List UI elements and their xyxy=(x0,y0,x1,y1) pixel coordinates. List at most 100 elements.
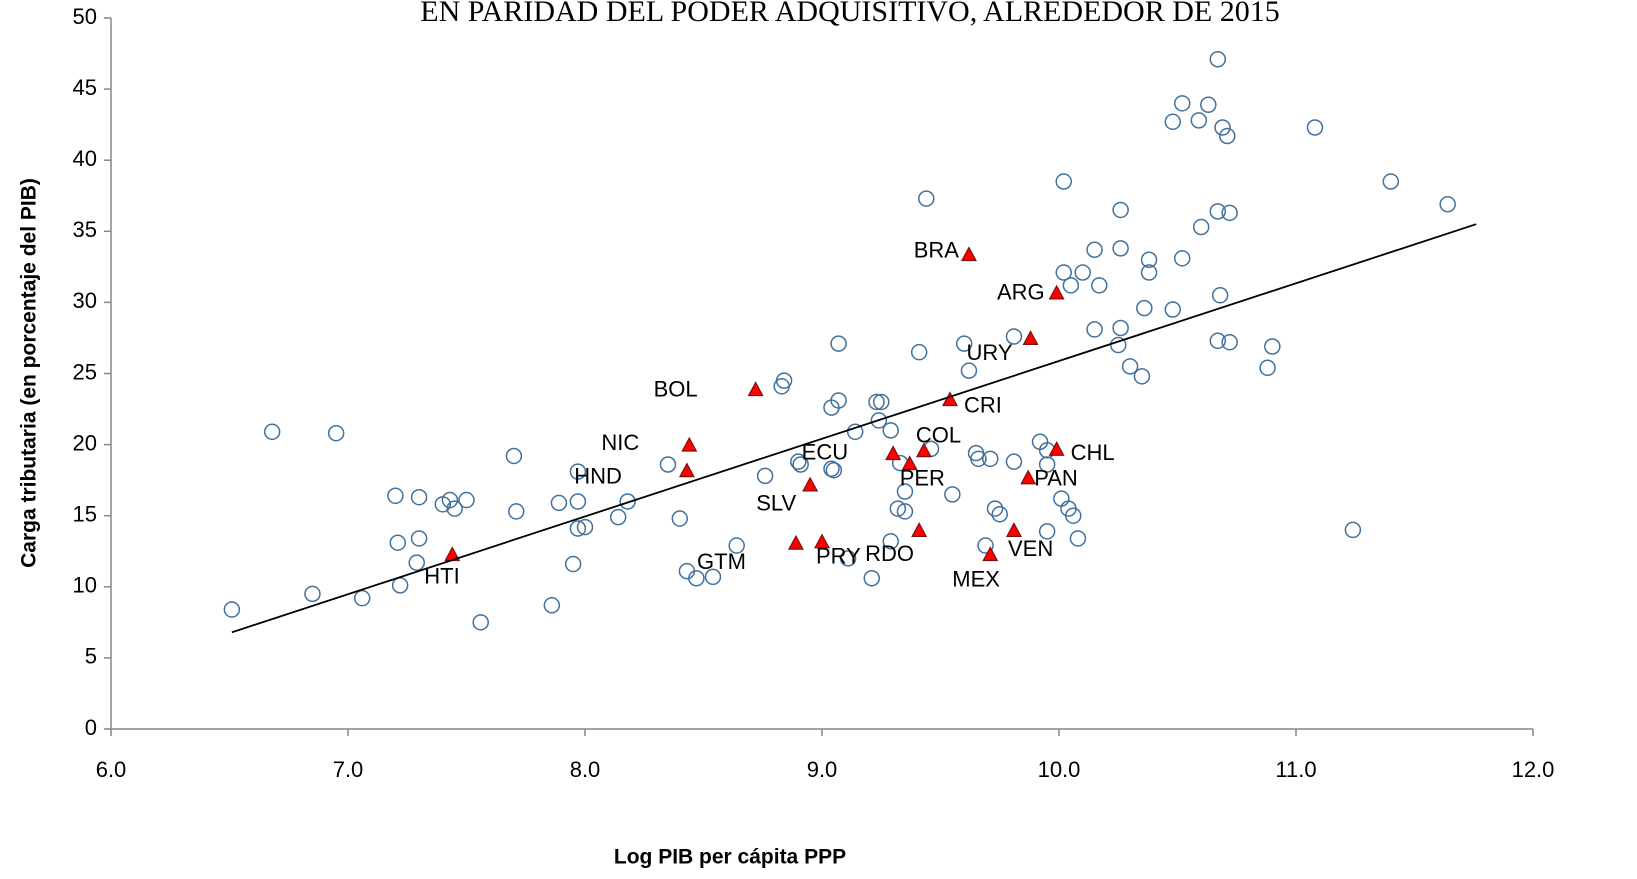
point xyxy=(1133,368,1151,385)
point xyxy=(910,343,928,361)
point xyxy=(1074,264,1091,281)
point xyxy=(1209,203,1227,220)
point xyxy=(1069,530,1087,547)
point-label: ARG xyxy=(997,280,1045,305)
point xyxy=(353,589,371,607)
point-label: BRA xyxy=(914,237,960,262)
point xyxy=(1306,119,1324,136)
point-label: CRI xyxy=(964,392,1002,417)
x-tick-label: 6.0 xyxy=(96,757,127,782)
point xyxy=(986,500,1004,517)
x-axis-title: Log PIB per cápita PPP xyxy=(614,846,846,869)
point xyxy=(1173,250,1191,267)
point xyxy=(389,534,407,551)
point xyxy=(868,393,885,411)
point xyxy=(1200,96,1217,113)
point xyxy=(543,597,561,614)
point xyxy=(775,372,793,389)
point-label: URY xyxy=(966,340,1012,365)
point xyxy=(569,463,587,480)
point xyxy=(1062,277,1080,294)
point xyxy=(550,494,568,512)
point xyxy=(1091,277,1108,294)
point xyxy=(830,335,847,352)
point xyxy=(304,585,321,603)
point xyxy=(982,450,999,468)
point xyxy=(792,456,809,473)
point xyxy=(787,534,804,550)
point xyxy=(882,533,899,550)
point xyxy=(391,577,409,594)
y-tick-label: 20 xyxy=(73,430,97,455)
point xyxy=(1005,328,1023,345)
y-tick-label: 10 xyxy=(73,573,97,598)
point xyxy=(1048,284,1065,300)
point xyxy=(678,562,696,580)
point xyxy=(1264,338,1281,355)
y-tick-label: 35 xyxy=(73,217,97,242)
y-tick-label: 30 xyxy=(73,288,97,313)
point xyxy=(576,518,594,536)
point xyxy=(1173,95,1191,112)
point xyxy=(870,412,888,429)
point xyxy=(1005,453,1023,470)
trend-line xyxy=(231,223,1477,634)
point-label: RDO xyxy=(865,541,914,566)
point xyxy=(1219,127,1236,145)
point xyxy=(1038,523,1056,540)
point xyxy=(1110,336,1127,354)
point xyxy=(472,614,489,631)
point-label: GTM xyxy=(697,549,746,574)
point xyxy=(960,246,977,262)
point xyxy=(955,335,973,352)
point xyxy=(941,391,958,407)
point xyxy=(1221,204,1238,222)
point xyxy=(830,392,847,409)
point xyxy=(263,423,281,441)
point xyxy=(678,462,695,478)
point xyxy=(863,570,881,587)
point xyxy=(896,483,914,500)
point xyxy=(1192,218,1210,236)
point-label: PRY xyxy=(816,544,861,569)
point xyxy=(1055,264,1072,281)
y-tick-label: 5 xyxy=(85,644,97,669)
point xyxy=(564,555,582,573)
y-tick-label: 25 xyxy=(73,359,97,384)
point xyxy=(458,491,475,509)
point-label: HND xyxy=(574,463,622,488)
point-label: VEN xyxy=(1008,536,1053,561)
point xyxy=(1112,201,1129,219)
point xyxy=(441,491,459,509)
point xyxy=(1064,507,1082,524)
point xyxy=(659,456,677,473)
point xyxy=(896,503,914,520)
point xyxy=(1164,301,1182,318)
point xyxy=(790,453,807,470)
point xyxy=(1086,241,1103,259)
point xyxy=(1005,522,1022,537)
point xyxy=(681,436,698,452)
point xyxy=(1221,333,1238,351)
point xyxy=(704,568,722,586)
point xyxy=(1121,358,1139,375)
point xyxy=(846,423,864,441)
point xyxy=(1259,359,1276,377)
point xyxy=(991,506,1008,523)
point xyxy=(885,445,902,461)
point xyxy=(960,362,978,379)
point xyxy=(1211,287,1229,304)
point xyxy=(688,570,705,587)
point xyxy=(873,393,890,411)
y-tick-label: 40 xyxy=(73,146,97,171)
point-label: BOL xyxy=(654,376,698,401)
point xyxy=(1038,456,1056,473)
x-tick-label: 12.0 xyxy=(1512,757,1555,782)
point xyxy=(982,546,999,562)
point-label: PER xyxy=(900,465,945,490)
point xyxy=(911,522,928,537)
point xyxy=(1048,441,1065,456)
point xyxy=(1140,264,1158,281)
point xyxy=(813,533,831,549)
